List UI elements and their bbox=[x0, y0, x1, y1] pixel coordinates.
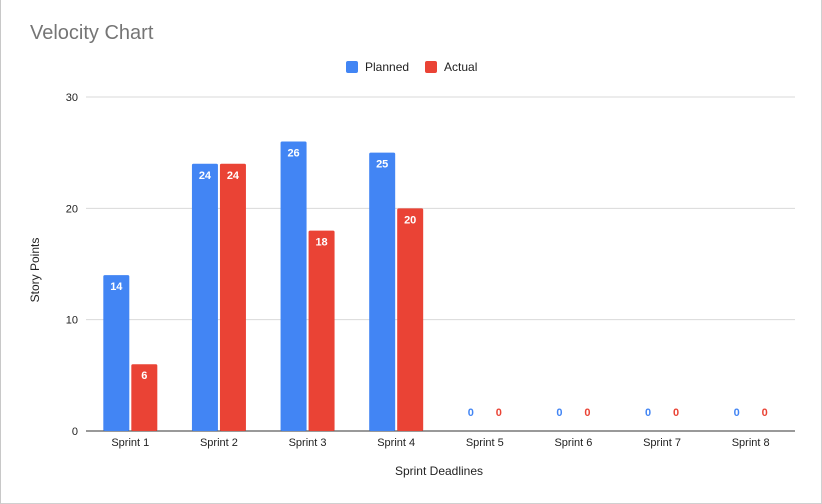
data-label-planned: 26 bbox=[287, 148, 299, 160]
x-axis-title: Sprint Deadlines bbox=[395, 464, 483, 478]
data-label-actual: 0 bbox=[673, 407, 679, 419]
data-label-planned: 0 bbox=[734, 407, 740, 419]
x-tick-label: Sprint 5 bbox=[466, 437, 504, 449]
x-tick-label: Sprint 4 bbox=[377, 437, 415, 449]
data-label-actual: 0 bbox=[496, 407, 502, 419]
bar-planned bbox=[103, 275, 130, 431]
x-tick-label: Sprint 2 bbox=[200, 437, 238, 449]
bar-actual bbox=[131, 364, 158, 431]
legend-label-actual: Actual bbox=[444, 60, 478, 74]
data-label-actual: 6 bbox=[141, 370, 147, 382]
x-tick-label: Sprint 7 bbox=[643, 437, 681, 449]
y-tick-label: 30 bbox=[66, 92, 78, 104]
y-tick-label: 20 bbox=[66, 203, 78, 215]
data-label-planned: 0 bbox=[468, 407, 474, 419]
legend-swatch-planned bbox=[346, 61, 358, 73]
bar-actual bbox=[308, 230, 335, 431]
bar-planned bbox=[369, 152, 396, 431]
legend-label-planned: Planned bbox=[365, 60, 410, 74]
x-tick-label: Sprint 1 bbox=[111, 437, 149, 449]
data-label-planned: 25 bbox=[376, 159, 388, 171]
x-tick-label: Sprint 6 bbox=[554, 437, 592, 449]
data-label-planned: 0 bbox=[556, 407, 562, 419]
bar-planned bbox=[191, 163, 218, 432]
bar-actual bbox=[219, 163, 246, 432]
data-label-planned: 14 bbox=[110, 281, 123, 293]
labels: 0 10 20 30 Sprint 1 14 6 Sprint 2 24 24 Sprint 3 26… bbox=[66, 92, 770, 449]
data-label-planned: 0 bbox=[645, 407, 651, 419]
bars bbox=[103, 141, 424, 432]
x-tick-label: Sprint 3 bbox=[289, 437, 327, 449]
legend-swatch-actual bbox=[425, 61, 438, 73]
data-label-actual: 0 bbox=[762, 407, 768, 419]
legend-item-planned: Planned bbox=[346, 60, 409, 74]
y-tick-label: 0 bbox=[72, 426, 78, 438]
data-label-actual: 0 bbox=[584, 407, 590, 419]
data-label-actual: 24 bbox=[227, 170, 240, 182]
y-tick-label: 10 bbox=[66, 315, 78, 327]
data-label-actual: 20 bbox=[404, 214, 416, 226]
chart-legend: Planned Actual bbox=[346, 60, 493, 74]
bar-actual bbox=[397, 208, 424, 431]
bar-planned bbox=[280, 141, 307, 432]
data-label-actual: 18 bbox=[315, 237, 327, 249]
data-label-planned: 24 bbox=[199, 170, 212, 182]
y-axis-title: Story Points bbox=[28, 238, 42, 303]
legend-item-actual: Actual bbox=[425, 60, 477, 74]
x-tick-label: Sprint 8 bbox=[732, 437, 770, 449]
chart-title: Velocity Chart bbox=[30, 22, 154, 44]
